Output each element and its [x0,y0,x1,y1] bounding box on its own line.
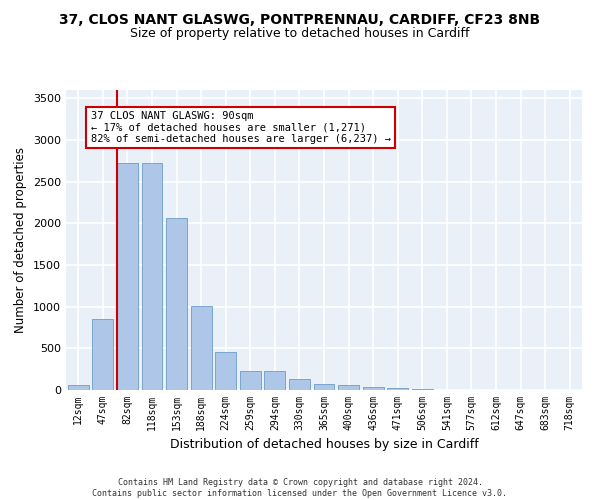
Bar [215,352,236,390]
X-axis label: Distribution of detached houses by size in Cardiff: Distribution of detached houses by size … [170,438,478,452]
Bar [68,385,89,390]
Text: Size of property relative to detached houses in Cardiff: Size of property relative to detached ho… [130,28,470,40]
Text: 37 CLOS NANT GLASWG: 90sqm
← 17% of detached houses are smaller (1,271)
82% of s: 37 CLOS NANT GLASWG: 90sqm ← 17% of deta… [91,111,391,144]
Bar [387,388,408,390]
Bar [240,371,261,390]
Bar [362,387,383,390]
Text: 37, CLOS NANT GLASWG, PONTPRENNAU, CARDIFF, CF23 8NB: 37, CLOS NANT GLASWG, PONTPRENNAU, CARDI… [59,12,541,26]
Bar [412,389,433,390]
Bar [117,162,138,390]
Bar [314,384,334,390]
Bar [289,379,310,390]
Bar [265,371,286,390]
Text: Contains HM Land Registry data © Crown copyright and database right 2024.
Contai: Contains HM Land Registry data © Crown c… [92,478,508,498]
Bar [92,319,113,390]
Bar [191,306,212,390]
Bar [338,386,359,390]
Bar [166,218,187,390]
Y-axis label: Number of detached properties: Number of detached properties [14,147,28,333]
Bar [142,162,163,390]
